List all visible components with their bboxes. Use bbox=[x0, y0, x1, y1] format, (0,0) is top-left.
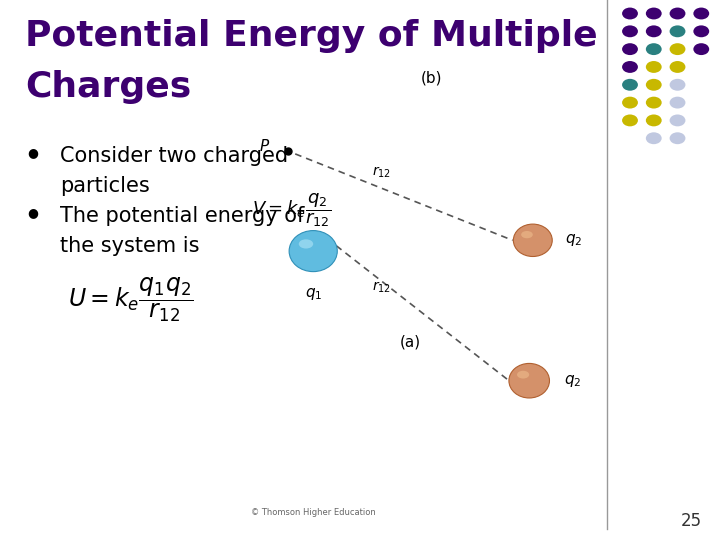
Ellipse shape bbox=[289, 231, 337, 272]
Text: $q_2$: $q_2$ bbox=[564, 373, 581, 389]
Circle shape bbox=[622, 25, 638, 37]
Text: (b): (b) bbox=[421, 70, 443, 85]
Circle shape bbox=[622, 97, 638, 109]
Ellipse shape bbox=[509, 363, 549, 398]
Text: Charges: Charges bbox=[25, 70, 192, 104]
Text: ●: ● bbox=[27, 146, 38, 159]
Circle shape bbox=[646, 8, 662, 19]
Text: particles: particles bbox=[60, 176, 150, 195]
Circle shape bbox=[646, 43, 662, 55]
Circle shape bbox=[693, 8, 709, 19]
Text: $r_{12}$: $r_{12}$ bbox=[372, 165, 391, 180]
Text: 25: 25 bbox=[681, 512, 702, 530]
Text: the system is: the system is bbox=[60, 236, 199, 256]
Circle shape bbox=[622, 8, 638, 19]
Text: Potential Energy of Multiple: Potential Energy of Multiple bbox=[25, 19, 598, 53]
Circle shape bbox=[693, 43, 709, 55]
Text: $r_{12}$: $r_{12}$ bbox=[372, 280, 391, 295]
Circle shape bbox=[670, 79, 685, 91]
Circle shape bbox=[646, 114, 662, 126]
Text: $q_1$: $q_1$ bbox=[305, 286, 322, 302]
Circle shape bbox=[670, 97, 685, 109]
Text: $P$: $P$ bbox=[258, 138, 270, 154]
Text: ●: ● bbox=[27, 206, 38, 219]
Circle shape bbox=[693, 25, 709, 37]
Circle shape bbox=[622, 43, 638, 55]
Circle shape bbox=[622, 114, 638, 126]
Text: © Thomson Higher Education: © Thomson Higher Education bbox=[251, 508, 376, 517]
Ellipse shape bbox=[521, 231, 533, 238]
Circle shape bbox=[646, 61, 662, 73]
Circle shape bbox=[622, 61, 638, 73]
Ellipse shape bbox=[299, 239, 313, 248]
Ellipse shape bbox=[517, 371, 529, 379]
Circle shape bbox=[670, 25, 685, 37]
Circle shape bbox=[670, 8, 685, 19]
Text: (a): (a) bbox=[400, 335, 421, 350]
Circle shape bbox=[646, 25, 662, 37]
Ellipse shape bbox=[513, 224, 552, 256]
Circle shape bbox=[670, 43, 685, 55]
Text: $U = k_e \dfrac{q_1q_2}{r_{12}}$: $U = k_e \dfrac{q_1q_2}{r_{12}}$ bbox=[68, 275, 194, 324]
Circle shape bbox=[670, 61, 685, 73]
Text: $q_2$: $q_2$ bbox=[565, 232, 582, 248]
Circle shape bbox=[670, 132, 685, 144]
Text: The potential energy of: The potential energy of bbox=[60, 206, 304, 226]
Circle shape bbox=[646, 132, 662, 144]
Circle shape bbox=[646, 79, 662, 91]
Circle shape bbox=[622, 79, 638, 91]
Text: Consider two charged: Consider two charged bbox=[60, 146, 288, 166]
Text: $V = k_e \dfrac{q_2}{r_{12}}$: $V = k_e \dfrac{q_2}{r_{12}}$ bbox=[252, 192, 331, 230]
Circle shape bbox=[646, 97, 662, 109]
Circle shape bbox=[670, 114, 685, 126]
